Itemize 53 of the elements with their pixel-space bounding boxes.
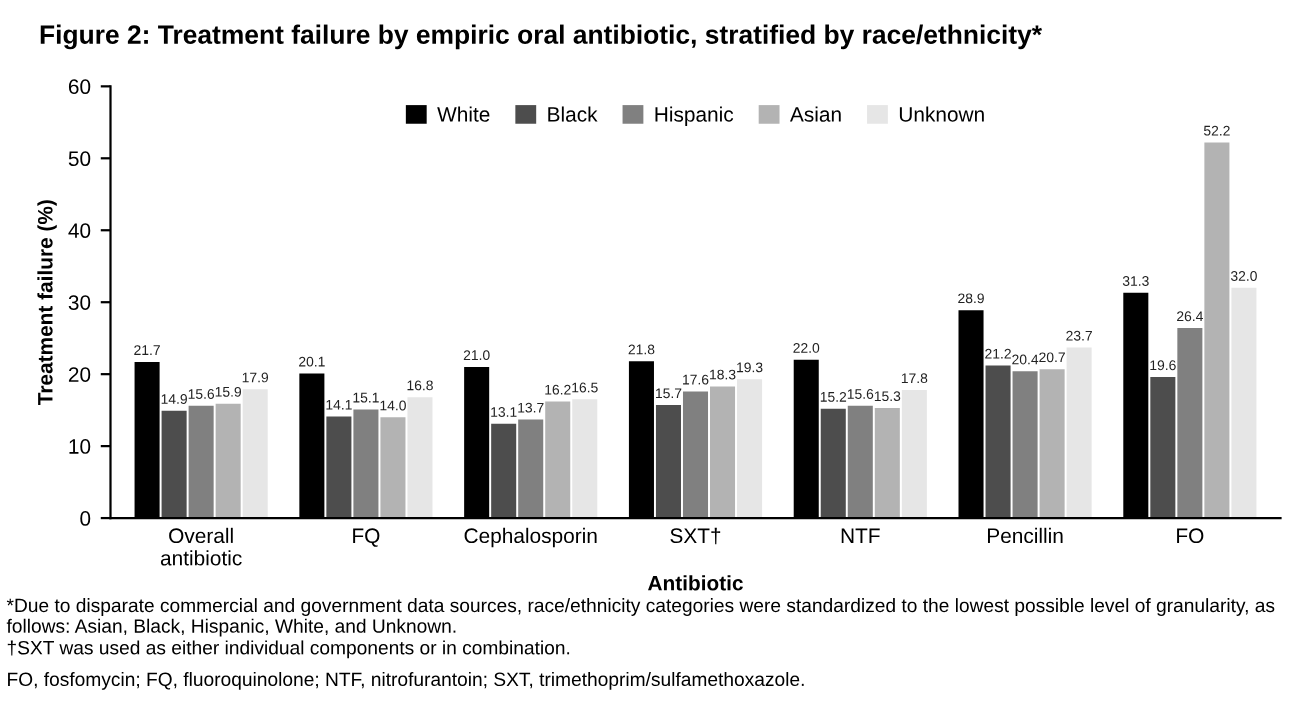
bar bbox=[874, 407, 900, 519]
x-tick-label: SXT† bbox=[670, 527, 721, 545]
x-tick-label: Overall antibiotic bbox=[160, 527, 242, 566]
x-axis-title: Antibiotic bbox=[648, 575, 743, 591]
x-tick-label: NTF bbox=[841, 528, 880, 543]
bar bbox=[682, 391, 709, 519]
y-axis-title: Treatment failure (%) bbox=[37, 200, 57, 406]
bar bbox=[518, 419, 544, 519]
bar bbox=[985, 365, 1011, 519]
bar bbox=[847, 405, 873, 519]
bar bbox=[1150, 377, 1176, 519]
bar bbox=[161, 410, 187, 519]
bar bbox=[326, 416, 352, 519]
bar bbox=[572, 399, 598, 519]
bar bbox=[1231, 287, 1257, 519]
y-tick-label: 60 bbox=[68, 79, 91, 95]
bar bbox=[1066, 347, 1092, 519]
legend-label: Hispanic bbox=[655, 106, 734, 126]
bar bbox=[655, 405, 681, 519]
x-tick-label: FQ bbox=[353, 528, 380, 547]
y-tick-label: 50 bbox=[68, 151, 91, 167]
text: †SXT was used as either individual components or in combination. bbox=[7, 640, 570, 659]
y-tick-label: 40 bbox=[68, 223, 91, 239]
x-tick-label: Cephalosporin bbox=[464, 527, 597, 548]
legend-label: Asian bbox=[789, 106, 841, 122]
bar bbox=[188, 405, 214, 519]
text: FO, fosfomycin; FQ, fluoroquinolone; NTF, nitrofurantoin; SXT, trimethoprim/sulfamethoxazole. bbox=[8, 672, 804, 690]
bar bbox=[380, 417, 406, 519]
bar bbox=[1012, 371, 1038, 519]
legend-label: White bbox=[437, 106, 490, 122]
legend-label: Unknown bbox=[899, 106, 984, 122]
bar bbox=[1039, 369, 1065, 519]
y-tick-label: 0 bbox=[80, 511, 91, 526]
x-tick-label: Pencillin bbox=[987, 527, 1063, 544]
bar bbox=[491, 423, 517, 519]
legend-label: Black bbox=[548, 106, 598, 122]
bar bbox=[1177, 328, 1203, 519]
y-tick-label: 30 bbox=[68, 295, 91, 310]
bar bbox=[820, 408, 846, 519]
text: *Due to disparate commercial and government data sources, race/ethnicity categories were standardized to the lowest possible level of granularity, as follows: Asian, Black, Hispanic, White, and Unknown. bbox=[6, 598, 1275, 637]
bar bbox=[215, 403, 241, 519]
bar bbox=[407, 397, 433, 519]
chart-title: Figure 2: Treatment failure by empiric oral antibiotic, stratified by race/ethnicity* bbox=[40, 24, 1043, 50]
bar bbox=[1204, 142, 1230, 519]
bar bbox=[545, 401, 571, 519]
bar bbox=[737, 379, 763, 519]
bar bbox=[710, 386, 736, 519]
y-tick-label: 10 bbox=[69, 439, 91, 454]
y-tick-label: 20 bbox=[68, 367, 91, 382]
bar bbox=[901, 390, 927, 519]
x-tick-label: FO bbox=[1177, 528, 1204, 544]
bar bbox=[242, 389, 268, 519]
bar bbox=[353, 409, 379, 519]
